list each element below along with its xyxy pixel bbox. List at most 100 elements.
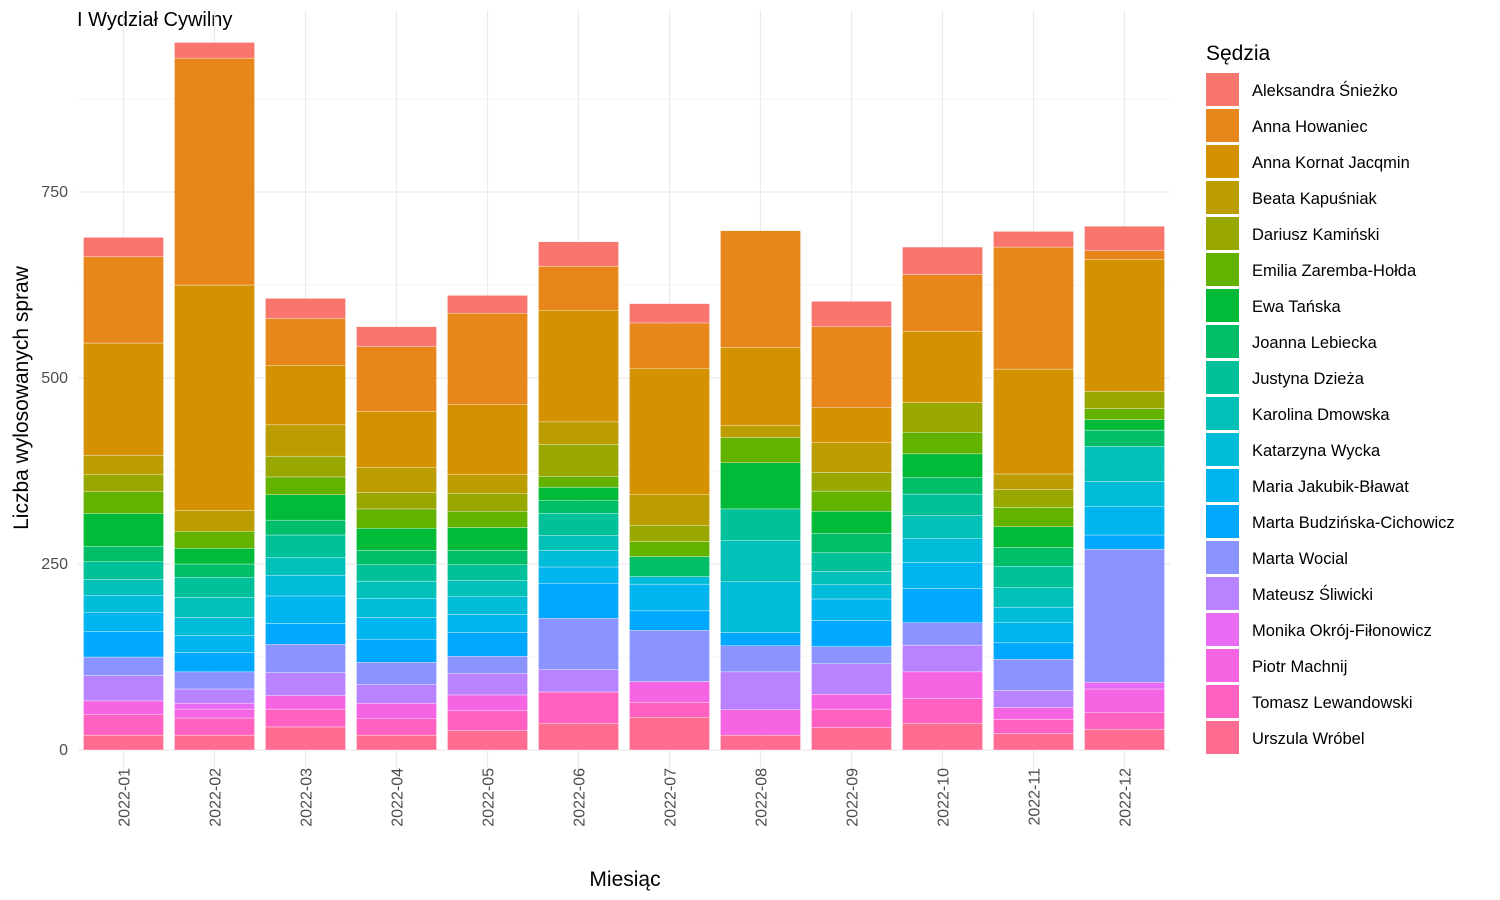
- bar-segment: [174, 708, 255, 719]
- bar-segment: [902, 432, 983, 455]
- bar-segment: [629, 702, 710, 718]
- bar-segment: [720, 540, 801, 583]
- legend-swatch: [1206, 361, 1239, 394]
- bar-segment: [629, 494, 710, 526]
- bar-segment: [538, 500, 619, 514]
- chart-title: I Wydział Cywilny: [77, 9, 232, 31]
- bar-segment: [538, 310, 619, 423]
- bar-segment: [902, 402, 983, 433]
- bar-segment: [538, 566, 619, 584]
- legend-swatch: [1206, 541, 1239, 574]
- bar-segment: [83, 714, 164, 736]
- bar-segment: [720, 709, 801, 736]
- legend-label: Katarzyna Wycka: [1252, 442, 1381, 460]
- bar-segment: [1084, 446, 1165, 482]
- bar-segment: [356, 702, 437, 719]
- bar-segment: [265, 424, 346, 457]
- bar-segment: [1084, 688, 1165, 713]
- bar-segment: [1084, 534, 1165, 550]
- legend-label: Dariusz Kamiński: [1252, 226, 1379, 244]
- bar-segment: [356, 734, 437, 751]
- bar-segment: [83, 656, 164, 676]
- bar-segment: [811, 727, 892, 751]
- legend-title: Sędzia: [1206, 42, 1271, 65]
- bar-segment: [83, 491, 164, 514]
- legend-label: Ewa Tańska: [1252, 298, 1341, 316]
- legend-swatch: [1206, 181, 1239, 214]
- bar-segment: [83, 256, 164, 344]
- bar-segment: [265, 365, 346, 426]
- bar-segment: [993, 368, 1074, 475]
- bar-segment: [629, 322, 710, 369]
- bar-segment: [265, 534, 346, 558]
- legend-label: Aleksandra Śnieżko: [1252, 81, 1398, 100]
- bar-segment: [447, 614, 528, 633]
- bar-segment: [265, 708, 346, 728]
- bar-segment: [902, 274, 983, 332]
- bar-segment: [902, 698, 983, 724]
- bar-segment: [811, 301, 892, 327]
- bar-segment: [83, 595, 164, 613]
- bar-segment: [447, 694, 528, 711]
- bar-segment: [993, 642, 1074, 660]
- bar-segment: [265, 476, 346, 495]
- bar-segment: [993, 707, 1074, 720]
- x-tick-label: 2022-10: [936, 768, 953, 827]
- bar-segment: [174, 42, 255, 59]
- bar-segment: [629, 556, 710, 577]
- bar-segment: [720, 347, 801, 426]
- bar-segment: [83, 342, 164, 456]
- bar-segment: [1084, 250, 1165, 260]
- legend-label: Mateusz Śliwicki: [1252, 585, 1373, 604]
- bar-segment: [538, 723, 619, 751]
- bar-segment: [265, 695, 346, 710]
- legend-label: Karolina Dmowska: [1252, 406, 1390, 424]
- bar-segment: [811, 663, 892, 695]
- bar-segment: [1084, 429, 1165, 447]
- bar-segment: [83, 513, 164, 547]
- bar-segment: [447, 596, 528, 615]
- y-tick-label: 500: [41, 370, 68, 387]
- bar-segment: [811, 620, 892, 647]
- bar-segment: [356, 411, 437, 468]
- bar-segment: [811, 407, 892, 443]
- bar-segment: [902, 515, 983, 539]
- bar-segment: [83, 237, 164, 257]
- bar-segment: [83, 734, 164, 751]
- bar-segment: [447, 632, 528, 657]
- bar-segment: [811, 694, 892, 710]
- legend-label: Justyna Dzieża: [1252, 370, 1365, 388]
- bar-segment: [174, 577, 255, 598]
- bar-segment: [356, 598, 437, 618]
- bar-segment: [993, 606, 1074, 623]
- bar-segment: [993, 659, 1074, 691]
- bar-segment: [538, 266, 619, 311]
- bar-segment: [993, 547, 1074, 567]
- bar-segment: [811, 490, 892, 512]
- legend-label: Anna Howaniec: [1252, 118, 1368, 136]
- bar-segment: [265, 574, 346, 597]
- bar-segment: [356, 617, 437, 640]
- bar-segment: [811, 326, 892, 408]
- bar-segment: [811, 533, 892, 554]
- bar-segment: [811, 584, 892, 600]
- legend: Sędzia Aleksandra Śnieżko Anna Howaniec An…: [1206, 42, 1455, 754]
- bar-segment: [538, 550, 619, 568]
- bar-segment: [447, 673, 528, 696]
- bar-segment: [265, 557, 346, 576]
- bar-segment: [538, 444, 619, 477]
- legend-label: Anna Kornat Jacqmin: [1252, 154, 1410, 172]
- bar-segment: [538, 241, 619, 267]
- bar-segment: [1084, 226, 1165, 251]
- bar-segment: [629, 717, 710, 751]
- bar-segment: [720, 632, 801, 647]
- bar-segment: [993, 566, 1074, 588]
- legend-label: Joanna Lebiecka: [1252, 334, 1378, 352]
- bar-segment: [902, 562, 983, 589]
- legend-label: Emilia Zaremba-Hołda: [1252, 262, 1417, 280]
- bar-segment: [720, 581, 801, 633]
- bar-segment: [447, 295, 528, 314]
- legend-swatch: [1206, 577, 1239, 610]
- x-tick-label: 2022-01: [117, 768, 134, 827]
